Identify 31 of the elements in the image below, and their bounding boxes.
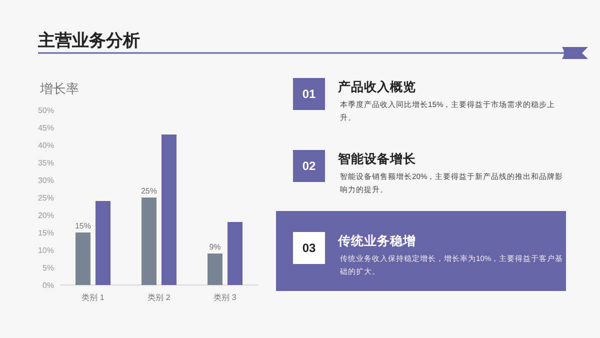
bar	[96, 201, 110, 285]
y-tick-label: 50%	[38, 106, 54, 115]
data-label: 15%	[74, 222, 92, 230]
bar	[142, 198, 156, 285]
text: 智能设备增长	[338, 151, 416, 168]
y-axis-title: 增长率	[39, 81, 79, 96]
y-tick-label: 25%	[38, 194, 54, 202]
text: 02	[293, 150, 325, 182]
text: 03	[293, 232, 325, 264]
bar	[76, 232, 90, 285]
text: 传统业务稳增	[338, 233, 416, 250]
x-tick-label: 类别 1	[82, 293, 105, 302]
data-label: 25%	[140, 186, 158, 196]
x-tick-label: 类别 2	[148, 293, 171, 302]
y-tick-label: 20%	[38, 211, 54, 220]
data-label: 9%	[209, 242, 221, 252]
x-tick-label: 类别 3	[214, 293, 237, 302]
text: 01	[293, 78, 325, 110]
y-tick-label: 40%	[38, 141, 54, 150]
y-tick-label: 35%	[38, 158, 54, 168]
y-tick-label: 30%	[38, 176, 54, 185]
y-tick-label: 15%	[38, 228, 54, 238]
y-tick-label: 10%	[38, 246, 54, 255]
chart-title: 主营业务分析	[37, 31, 140, 50]
text: 产品收入概览	[338, 79, 416, 96]
bar	[208, 254, 222, 285]
y-tick-label: 0%	[42, 281, 54, 290]
bar	[228, 222, 242, 285]
y-tick-label: 5%	[42, 264, 54, 272]
y-tick-label: 45%	[38, 124, 54, 132]
bar	[162, 134, 176, 285]
